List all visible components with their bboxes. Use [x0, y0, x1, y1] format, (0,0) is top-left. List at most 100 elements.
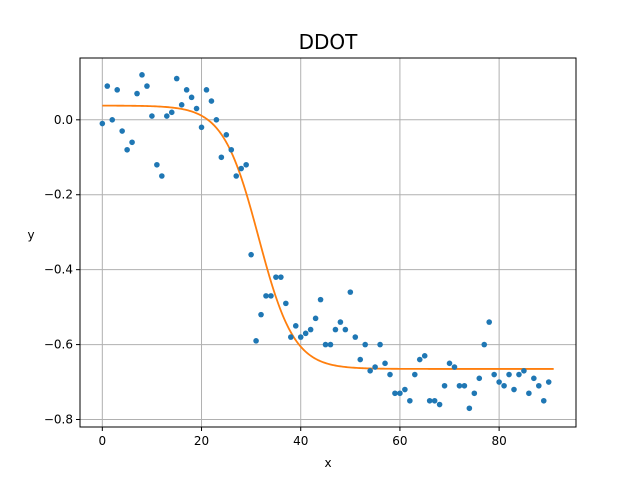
- data-point: [436, 401, 443, 408]
- data-point: [496, 379, 502, 385]
- y-tick-label: 0.0: [54, 113, 73, 127]
- data-point: [451, 364, 458, 370]
- data-point: [243, 161, 249, 168]
- data-point: [317, 296, 324, 303]
- data-point: [292, 323, 299, 329]
- data-point: [337, 319, 344, 325]
- data-point: [302, 330, 309, 337]
- x-tick-label: 20: [194, 434, 209, 448]
- data-point: [347, 289, 354, 295]
- data-point: [407, 397, 413, 404]
- data-point: [382, 360, 388, 367]
- chart-title: DDOT: [299, 30, 359, 54]
- data-point: [233, 173, 240, 179]
- data-point: [416, 356, 423, 363]
- data-point: [183, 87, 190, 93]
- data-point: [178, 102, 185, 108]
- data-point: [119, 128, 125, 134]
- data-point: [203, 87, 210, 93]
- y-tick-label: −0.6: [44, 338, 73, 352]
- data-point: [114, 87, 120, 93]
- data-point: [491, 371, 497, 378]
- data-point: [540, 397, 547, 404]
- data-point: [392, 390, 398, 397]
- data-point: [377, 341, 383, 348]
- data-point: [312, 315, 319, 322]
- data-point: [144, 83, 150, 89]
- x-tick-label: 60: [392, 434, 407, 448]
- data-point: [129, 139, 135, 146]
- data-point: [426, 397, 433, 404]
- x-axis-label: x: [324, 456, 331, 470]
- data-point: [297, 334, 304, 340]
- data-point: [367, 368, 373, 374]
- data-point: [159, 173, 165, 179]
- plot-frame: [79, 57, 577, 428]
- data-point: [278, 274, 284, 280]
- data-point: [352, 334, 359, 340]
- data-point: [134, 90, 140, 97]
- data-point: [238, 165, 244, 172]
- data-point: [283, 300, 289, 307]
- x-tick-label: 40: [293, 434, 308, 448]
- data-point: [476, 375, 483, 382]
- ticks: 0 20 40 60 80 −0.8 −0.6 −0.4 −0.2 0.0: [44, 113, 507, 448]
- data-point: [273, 274, 279, 280]
- grid: [80, 58, 576, 427]
- data-point: [332, 326, 339, 333]
- data-point: [486, 319, 493, 325]
- data-point: [322, 341, 329, 348]
- data-point: [213, 117, 220, 123]
- data-point: [431, 397, 438, 404]
- data-points: [99, 72, 552, 412]
- data-point: [228, 146, 235, 153]
- data-point: [511, 386, 517, 393]
- data-point: [387, 371, 393, 378]
- fit-curve: [102, 104, 554, 370]
- data-point: [263, 293, 269, 299]
- data-point: [258, 311, 264, 318]
- data-point: [456, 382, 463, 389]
- y-tick-label: −0.8: [44, 413, 73, 427]
- data-point: [372, 364, 378, 370]
- data-point: [253, 338, 259, 344]
- data-point: [223, 131, 230, 138]
- data-point: [173, 75, 180, 82]
- y-tick-label: −0.2: [44, 188, 73, 202]
- data-point: [109, 117, 116, 123]
- y-axis-label: y: [27, 228, 34, 242]
- data-point: [198, 124, 205, 131]
- data-point: [441, 382, 448, 389]
- data-point: [397, 390, 403, 397]
- data-point: [124, 146, 130, 153]
- data-point: [104, 83, 111, 89]
- y-tick-label: −0.4: [44, 263, 73, 277]
- data-point: [168, 109, 175, 116]
- data-point: [402, 386, 408, 393]
- data-point: [461, 382, 468, 389]
- data-point: [362, 341, 369, 348]
- data-point: [218, 154, 225, 161]
- data-point: [506, 371, 512, 378]
- data-point: [531, 375, 537, 382]
- data-point: [466, 405, 473, 412]
- data-point: [154, 161, 160, 168]
- data-point: [521, 368, 527, 374]
- data-point: [164, 113, 170, 119]
- data-point: [446, 360, 453, 367]
- data-point: [412, 371, 418, 378]
- data-point: [149, 113, 155, 119]
- x-tick-label: 0: [98, 434, 106, 448]
- data-point: [357, 356, 364, 363]
- data-point: [248, 251, 254, 258]
- data-point: [545, 379, 552, 385]
- data-point: [342, 326, 349, 333]
- data-point: [208, 98, 215, 104]
- fit-line: [102, 104, 554, 370]
- data-point: [99, 120, 106, 127]
- data-point: [516, 371, 522, 378]
- data-point: [188, 94, 195, 101]
- x-tick-label: 80: [491, 434, 506, 448]
- data-point: [481, 341, 488, 348]
- data-point: [421, 353, 428, 359]
